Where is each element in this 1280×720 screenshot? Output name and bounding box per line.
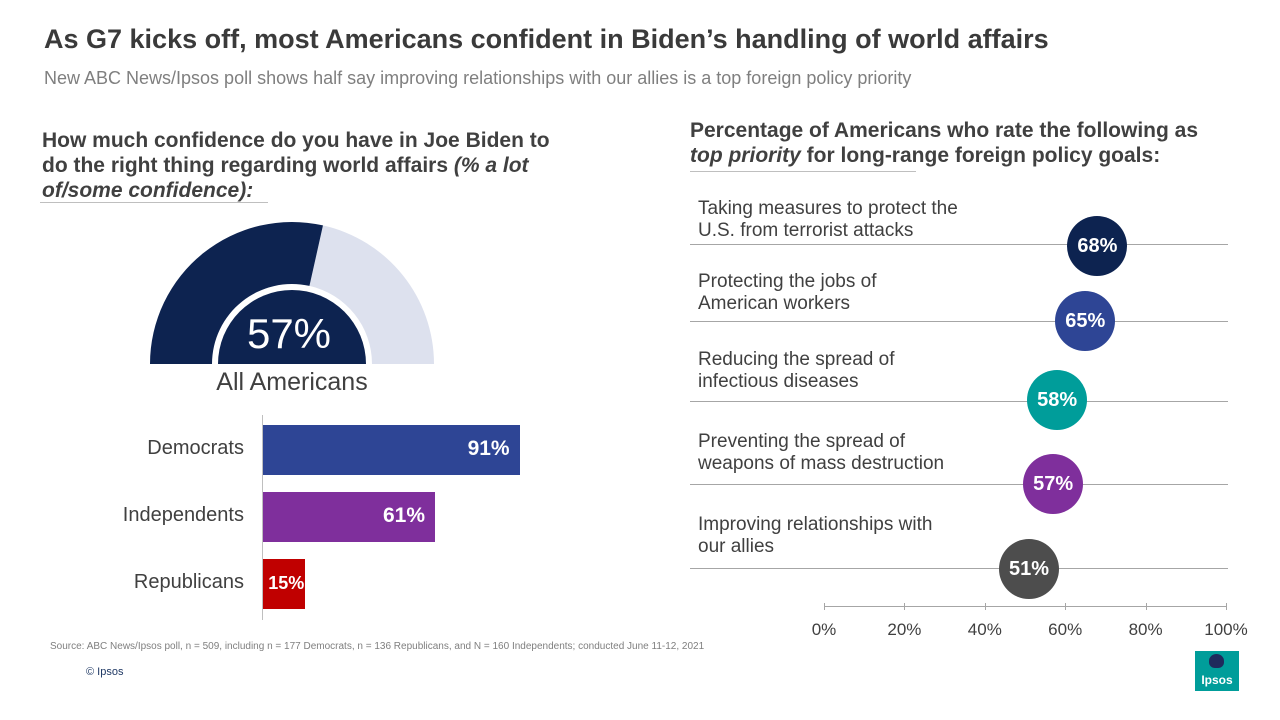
confidence-gauge — [150, 221, 434, 364]
page-subtitle: New ABC News/Ipsos poll shows half say i… — [44, 68, 912, 88]
gauge-center — [218, 290, 366, 364]
goal-row-line — [690, 321, 1228, 322]
bar-label-republicans: Republicans — [133, 571, 244, 593]
left-question-italic: (% a lot of/some confidence): — [42, 154, 529, 202]
goal-row-line — [690, 484, 1228, 485]
gauge-value-label: 57% — [246, 310, 332, 357]
goal-label-line: weapons of mass destruction — [698, 453, 945, 474]
ipsos-logo: Ipsos — [1195, 651, 1239, 691]
dot-allies: 51% — [999, 539, 1060, 599]
left-question-text: How much confidence do you have in Joe B… — [42, 129, 550, 177]
x-axis-tick — [824, 603, 825, 610]
bar-republicans: 15% — [263, 559, 306, 609]
copyright: © Ipsos — [86, 666, 124, 678]
right-question-text-1: Percentage of Americans who rate the fol… — [690, 119, 1199, 142]
x-axis-tick — [984, 603, 986, 610]
x-axis-tick — [904, 603, 906, 610]
left-question: How much confidence do you have in Joe B… — [42, 128, 552, 203]
x-axis-tick — [1226, 603, 1227, 610]
dot-jobs: 65% — [1055, 291, 1116, 351]
bar-chart-axis — [262, 415, 263, 620]
goal-label-terrorism: Taking measures to protect the U.S. from… — [698, 198, 1038, 242]
goal-label-diseases: Reducing the spread of infectious diseas… — [698, 349, 1038, 393]
x-axis-line — [824, 606, 1226, 607]
ipsos-logo-mark-icon — [1209, 654, 1224, 668]
right-question-divider — [690, 171, 916, 172]
goal-label-line: American workers — [698, 293, 851, 314]
right-question: Percentage of Americans who rate the fol… — [690, 118, 1270, 168]
gauge-track — [309, 225, 434, 364]
right-question-text-2: for long-range foreign policy goals: — [806, 144, 1161, 167]
x-axis-tick-label: 20% — [887, 620, 922, 639]
gauge-category-label: All Americans — [216, 368, 368, 396]
goal-row-line — [690, 568, 1228, 569]
bar-value-independents: 61% — [382, 504, 426, 527]
x-axis-tick-label: 0% — [811, 620, 837, 639]
bar-value-republicans: 15% — [268, 573, 305, 593]
goal-label-line: our allies — [698, 536, 775, 557]
goal-label-line: Taking measures to protect the — [698, 198, 958, 219]
page-title: As G7 kicks off, most Americans confiden… — [44, 24, 1049, 54]
goal-label-wmd: Preventing the spread of weapons of mass… — [698, 431, 1038, 475]
bar-democrats: 91% — [263, 425, 520, 475]
bar-value-democrats: 91% — [467, 437, 510, 460]
x-axis-tick — [1065, 603, 1067, 610]
x-axis-tick-label: 80% — [1128, 620, 1163, 639]
dot-diseases: 58% — [1027, 370, 1088, 430]
gauge-fill — [150, 221, 323, 364]
x-axis-tick-label: 60% — [1048, 620, 1083, 639]
goal-label-jobs: Protecting the jobs of American workers — [698, 271, 1038, 315]
goal-label-line: infectious diseases — [698, 371, 859, 392]
goal-row-line — [690, 244, 1228, 245]
bar-label-democrats: Democrats — [147, 437, 244, 459]
goal-label-line: Improving relationships with — [698, 514, 933, 535]
dot-wmd: 57% — [1023, 454, 1084, 514]
goal-row-line — [690, 401, 1228, 402]
bar-label-independents: Independents — [122, 504, 244, 526]
dot-terrorism: 68% — [1067, 216, 1128, 276]
x-axis-tick-label: 40% — [967, 620, 1002, 639]
left-question-divider — [40, 202, 268, 203]
ipsos-logo-text: Ipsos — [1201, 673, 1233, 687]
x-axis-tick-label: 100% — [1204, 620, 1248, 639]
bar-independents: 61% — [263, 492, 436, 542]
goal-label-line: Preventing the spread of — [698, 431, 906, 452]
right-question-italic: top priority — [690, 144, 801, 167]
goal-label-line: U.S. from terrorist attacks — [698, 220, 914, 241]
source-note: Source: ABC News/Ipsos poll, n = 509, in… — [50, 641, 705, 652]
goal-label-line: Reducing the spread of — [698, 349, 895, 370]
goal-label-allies: Improving relationships with our allies — [698, 514, 1038, 558]
x-axis-tick — [1145, 603, 1147, 610]
goal-label-line: Protecting the jobs of — [698, 271, 877, 292]
